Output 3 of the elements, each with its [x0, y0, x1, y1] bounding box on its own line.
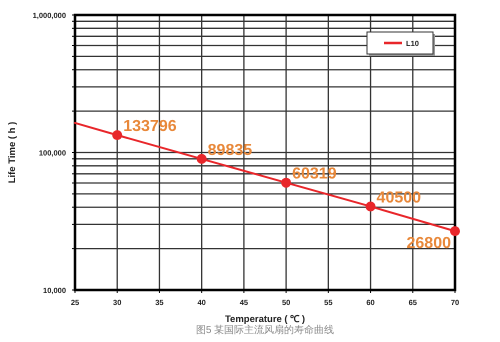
y-axis-title: Life Time ( h ) [7, 122, 18, 184]
x-axis-title: Temperature ( ℃ ) [224, 314, 306, 325]
caption: 图5 某国际主流风扇的寿命曲线 [196, 324, 334, 336]
